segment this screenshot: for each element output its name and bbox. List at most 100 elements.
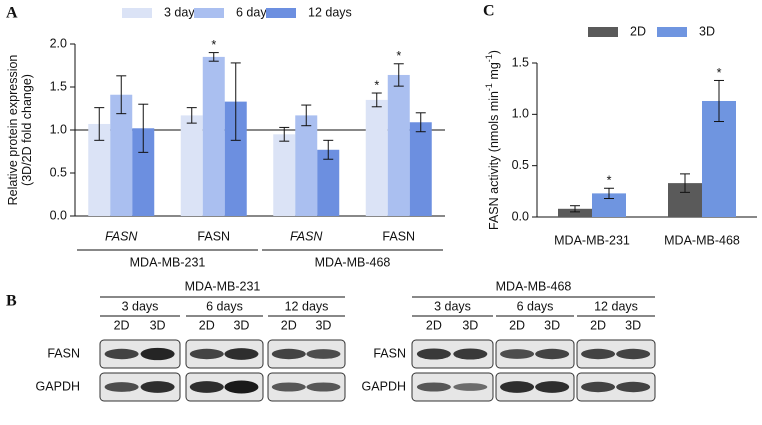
blot-row-label: GAPDH: [36, 379, 80, 393]
time-label: 3 days: [122, 299, 159, 313]
blot-box: [411, 339, 494, 369]
significance-star: *: [607, 174, 612, 188]
blot-background: [100, 340, 180, 368]
time-label: 3 days: [434, 299, 471, 313]
y-tick-label: 0.0: [512, 209, 529, 223]
bar: [592, 193, 626, 217]
bar: [88, 123, 111, 216]
panel-label: A: [6, 5, 18, 22]
condition-label: 3D: [315, 318, 331, 332]
y-tick-label: 0.5: [512, 158, 529, 172]
condition-label: 2D: [281, 318, 297, 332]
condition-label: 3D: [233, 318, 249, 332]
blot-background: [412, 373, 493, 401]
blot-band: [140, 347, 175, 361]
blot-background: [496, 373, 574, 401]
cell-line-label: MDA-MB-468: [496, 279, 572, 293]
time-label: 12 days: [594, 299, 638, 313]
significance-star: *: [211, 38, 216, 52]
blot-row-label: FASN: [47, 346, 80, 360]
legend-swatch: [657, 27, 687, 37]
legend-swatch: [122, 8, 152, 18]
legend-swatch: [266, 8, 296, 18]
x-tick-label: FASN: [290, 229, 323, 243]
blot-box: [99, 372, 181, 402]
condition-label: 2D: [199, 318, 215, 332]
blot-box: [495, 372, 575, 402]
blot-row-label: GAPDH: [362, 379, 406, 393]
bar: [409, 122, 432, 216]
blot-box: [267, 372, 346, 402]
bar: [110, 94, 133, 216]
blot-band: [271, 348, 306, 360]
legend-label: 3D: [699, 24, 715, 38]
blot-band: [535, 348, 570, 360]
blot-box: [495, 339, 575, 369]
blot-background: [496, 340, 574, 368]
y-axis-label: Relative protein expression(3D/2D fold c…: [6, 55, 34, 206]
panel-label: C: [483, 3, 495, 20]
blot-band: [189, 348, 224, 360]
blot-band: [453, 348, 488, 360]
bar: [224, 101, 247, 216]
bar: [295, 115, 318, 216]
y-axis-label-line: Relative protein expression: [6, 55, 20, 206]
superscript: -1: [484, 83, 494, 91]
group-label: MDA-MB-468: [315, 255, 391, 269]
blot-band: [189, 381, 224, 393]
blot-band: [581, 348, 616, 360]
significance-star: *: [717, 66, 722, 80]
x-tick-label: MDA-MB-468: [664, 233, 740, 247]
blot-background: [100, 373, 180, 401]
blot-box: [267, 339, 346, 369]
y-axis-label-part: ): [487, 50, 501, 54]
legend-swatch: [194, 8, 224, 18]
blot-band: [224, 380, 259, 394]
x-tick-label: FASN: [382, 229, 415, 243]
x-tick-label: FASN: [197, 229, 230, 243]
y-axis-label-part: FASN activity (nmols min: [487, 91, 501, 230]
significance-star: *: [374, 78, 379, 92]
bar: [365, 99, 388, 216]
blot-band: [616, 381, 651, 393]
blot-box: [576, 339, 656, 369]
blot-box: [185, 372, 264, 402]
blot-background: [577, 373, 655, 401]
legend-label: 3 days: [164, 5, 201, 19]
y-axis-label-line: (3D/2D fold change): [20, 74, 34, 186]
y-tick-label: 0.0: [50, 208, 67, 222]
blot-background: [577, 340, 655, 368]
blot-band: [271, 382, 306, 392]
blot-band: [306, 382, 341, 392]
blot-band: [104, 348, 139, 360]
x-tick-label: FASN: [105, 229, 138, 243]
y-tick-label: 1.5: [50, 79, 67, 93]
blot-row-label: FASN: [373, 346, 406, 360]
time-label: 6 days: [517, 299, 554, 313]
cell-line-label: MDA-MB-231: [185, 279, 261, 293]
legend-swatch: [588, 27, 618, 37]
significance-star: *: [396, 49, 401, 63]
bar: [202, 56, 225, 217]
condition-label: 3D: [462, 318, 478, 332]
group-label: MDA-MB-231: [130, 255, 206, 269]
blot-box: [185, 339, 264, 369]
condition-label: 2D: [426, 318, 442, 332]
blot-band: [581, 381, 616, 393]
blot-band: [500, 349, 535, 359]
time-label: 12 days: [285, 299, 329, 313]
y-tick-label: 0.5: [50, 165, 67, 179]
blot-band: [104, 382, 139, 392]
condition-label: 2D: [114, 318, 130, 332]
blot-band: [535, 381, 570, 393]
y-axis-label-part: mg: [487, 62, 501, 83]
blot-background: [412, 340, 493, 368]
blot-box: [576, 372, 656, 402]
y-tick-label: 1.5: [512, 55, 529, 69]
y-tick-label: 1.0: [512, 107, 529, 121]
condition-label: 3D: [544, 318, 560, 332]
blot-band: [500, 381, 535, 393]
y-tick-label: 2.0: [50, 36, 67, 50]
bar: [273, 134, 296, 216]
y-tick-label: 1.0: [50, 122, 67, 136]
